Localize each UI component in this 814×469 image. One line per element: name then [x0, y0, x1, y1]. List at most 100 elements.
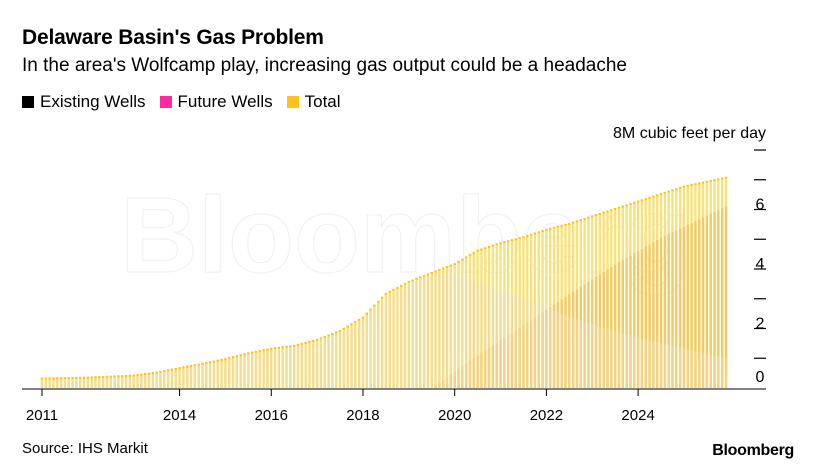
bar-existing-wells [663, 344, 667, 388]
bar-total-cap [331, 332, 334, 335]
bar-total-cap [143, 373, 147, 376]
bar-total-cap [365, 312, 368, 315]
bar-existing-wells [312, 339, 315, 388]
bar-total-cap [713, 179, 716, 182]
bar-total-cap [147, 372, 151, 375]
bar-total-cap [186, 365, 189, 368]
bar-total-cap [101, 376, 105, 379]
bar-total-cap [449, 264, 453, 267]
bar-total-cap [243, 353, 246, 356]
bar-existing-wells [140, 373, 143, 388]
bar-total-cap [75, 376, 78, 379]
bar-total-cap [228, 357, 231, 360]
bar-existing-wells [422, 276, 426, 388]
bar-future-wells [625, 257, 628, 388]
bar-total-cap [197, 363, 200, 366]
bar-total-cap [277, 346, 281, 349]
bar-total-cap [415, 277, 418, 280]
legend-item-future: Future Wells [159, 92, 273, 112]
bar-existing-wells [591, 324, 594, 388]
bar-existing-wells [384, 301, 388, 388]
bar-total-cap [453, 263, 456, 266]
bar-existing-wells [659, 343, 663, 388]
bar-future-wells [724, 206, 728, 388]
bar-existing-wells [690, 350, 693, 388]
bar-total-cap [86, 376, 90, 379]
bar-existing-wells [52, 377, 55, 388]
bar-total-cap [224, 358, 227, 361]
bar-total-cap [220, 358, 223, 361]
bar-existing-wells [602, 327, 605, 388]
bar-existing-wells [193, 364, 197, 388]
bar-total-cap [568, 222, 571, 225]
bar-total-cap [675, 188, 678, 191]
bar-existing-wells [281, 346, 284, 388]
bar-existing-wells [243, 353, 246, 388]
bar-existing-wells [499, 290, 502, 388]
axes-group: 0 2 4 6 2011 2014 2016 2018 2020 2022 2024 [22, 149, 766, 424]
bar-existing-wells [606, 328, 609, 388]
bar-total-cap [625, 204, 628, 207]
bar-existing-wells [644, 339, 647, 388]
bar-existing-wells [231, 356, 235, 388]
bar-total-cap [529, 233, 533, 236]
bar-existing-wells [426, 274, 430, 388]
bar-existing-wells [323, 335, 326, 388]
bar-total-cap [457, 260, 460, 263]
bar-existing-wells [224, 358, 227, 388]
bar-existing-wells [56, 377, 59, 388]
bar-existing-wells [625, 334, 628, 388]
bar-total-cap [495, 243, 498, 246]
bar-existing-wells [713, 355, 716, 388]
bar-future-wells [717, 210, 720, 388]
bar-total-cap [140, 373, 143, 376]
bar-total-cap [327, 334, 330, 337]
bar-existing-wells [40, 377, 44, 388]
bar-future-wells [675, 230, 678, 388]
bar-total-cap [56, 377, 59, 380]
bar-future-wells [682, 226, 686, 388]
bar-existing-wells [472, 281, 475, 388]
bar-existing-wells [159, 370, 162, 388]
bar-existing-wells [266, 348, 269, 388]
bar-total-cap [182, 366, 185, 369]
bar-total-cap [422, 274, 426, 277]
bar-future-wells [705, 215, 709, 388]
bar-total-cap [296, 343, 300, 346]
bar-total-cap [98, 376, 101, 379]
bar-existing-wells [579, 320, 582, 388]
bar-existing-wells [587, 322, 590, 388]
bar-total-cap [113, 375, 116, 378]
bar-total-cap [300, 342, 304, 345]
bar-total-cap [636, 200, 640, 203]
bar-existing-wells [648, 340, 651, 388]
x-tick-label: 2018 [346, 407, 379, 424]
bar-total-cap [407, 280, 411, 283]
bar-existing-wells [445, 275, 449, 388]
bar-existing-wells [105, 375, 109, 388]
bar-total-cap [155, 371, 158, 374]
bar-existing-wells [698, 352, 701, 388]
bar-existing-wells [671, 346, 674, 388]
bar-existing-wells [151, 372, 155, 388]
legend-label-future: Future Wells [177, 92, 273, 111]
bar-existing-wells [319, 337, 323, 388]
bar-existing-wells [212, 360, 216, 388]
bar-total-cap [579, 219, 582, 222]
bar-total-cap [545, 228, 548, 231]
bar-future-wells [656, 239, 659, 388]
bar-total-cap [231, 356, 235, 359]
bar-future-wells [694, 221, 697, 388]
bar-total-cap [591, 215, 594, 218]
bar-existing-wells [556, 312, 560, 388]
bar-existing-wells [44, 377, 48, 388]
bar-total-cap [434, 270, 437, 273]
bar-existing-wells [449, 276, 453, 388]
legend-label-total: Total [304, 92, 341, 111]
bar-existing-wells [377, 306, 380, 388]
bar-existing-wells [442, 274, 445, 388]
bar-existing-wells [182, 366, 185, 388]
bar-total-cap [335, 331, 338, 334]
bar-existing-wells [235, 355, 239, 388]
